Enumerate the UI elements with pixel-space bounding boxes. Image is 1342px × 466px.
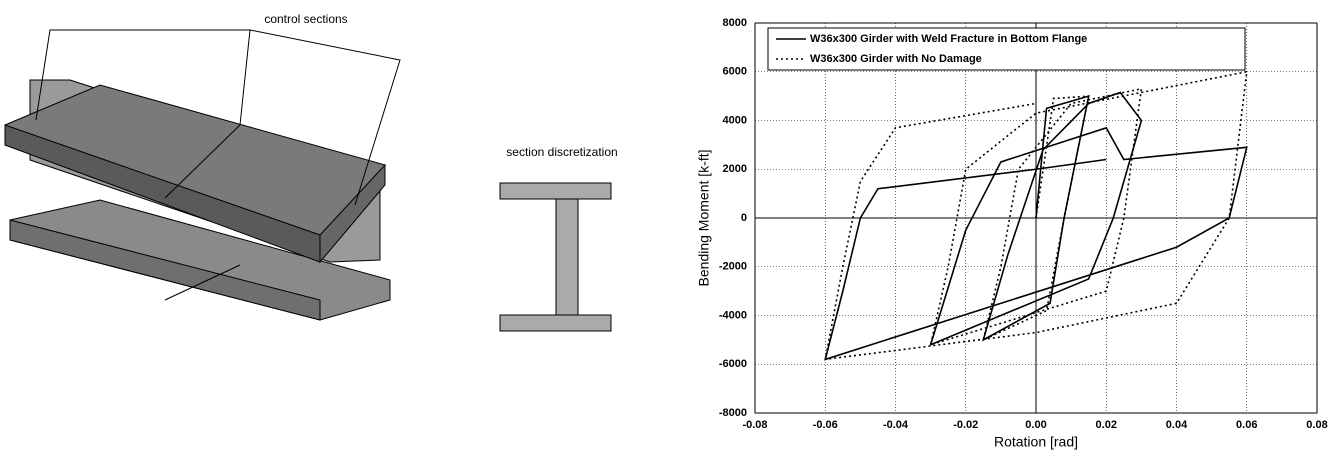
x-tick-label: 0.02 — [1096, 419, 1117, 431]
x-tick-label: 0.06 — [1236, 419, 1257, 431]
y-tick-label: -6000 — [719, 358, 747, 370]
y-tick-label: -8000 — [719, 407, 747, 419]
x-tick-label: -0.08 — [742, 419, 767, 431]
x-tick-label: -0.06 — [813, 419, 838, 431]
x-tick-label: 0.00 — [1025, 419, 1046, 431]
bottom-flange-edge — [9, 219, 321, 321]
control-section-line — [164, 124, 241, 199]
series-line — [824, 70, 1248, 361]
bottom-flange-section — [499, 314, 612, 332]
y-tick-label: 4000 — [723, 114, 747, 126]
x-tick-label: 0.08 — [1306, 419, 1327, 431]
section-drawing: section discretization — [499, 145, 618, 332]
y-tick-label: -4000 — [719, 309, 747, 321]
control-section-line — [164, 264, 241, 301]
x-tick-label: 0.04 — [1166, 419, 1188, 431]
beam-label: control sections — [264, 12, 347, 26]
y-tick-label: 6000 — [723, 66, 747, 78]
x-tick-label: -0.04 — [883, 419, 909, 431]
y-tick-label: 2000 — [723, 163, 747, 175]
series-line — [824, 91, 1248, 361]
legend-label: W36x300 Girder with No Damage — [810, 53, 982, 65]
y-axis-label: Bending Moment [k-ft] — [696, 150, 712, 287]
y-tick-label: 0 — [741, 212, 747, 224]
beam-drawing: control sections — [4, 12, 401, 321]
legend-label: W36x300 Girder with Weld Fracture in Bot… — [810, 33, 1087, 45]
section-label: section discretization — [506, 145, 617, 159]
leader-line — [35, 29, 250, 121]
top-flange-section — [499, 182, 612, 200]
y-tick-label: -2000 — [719, 261, 747, 273]
leader-line — [239, 29, 401, 206]
x-tick-label: -0.02 — [953, 419, 978, 431]
top-flange-end — [319, 163, 386, 264]
x-axis-label: Rotation [rad] — [994, 434, 1078, 450]
web-section — [555, 198, 579, 316]
y-tick-label: 8000 — [723, 17, 747, 29]
legend-box — [767, 27, 1246, 71]
